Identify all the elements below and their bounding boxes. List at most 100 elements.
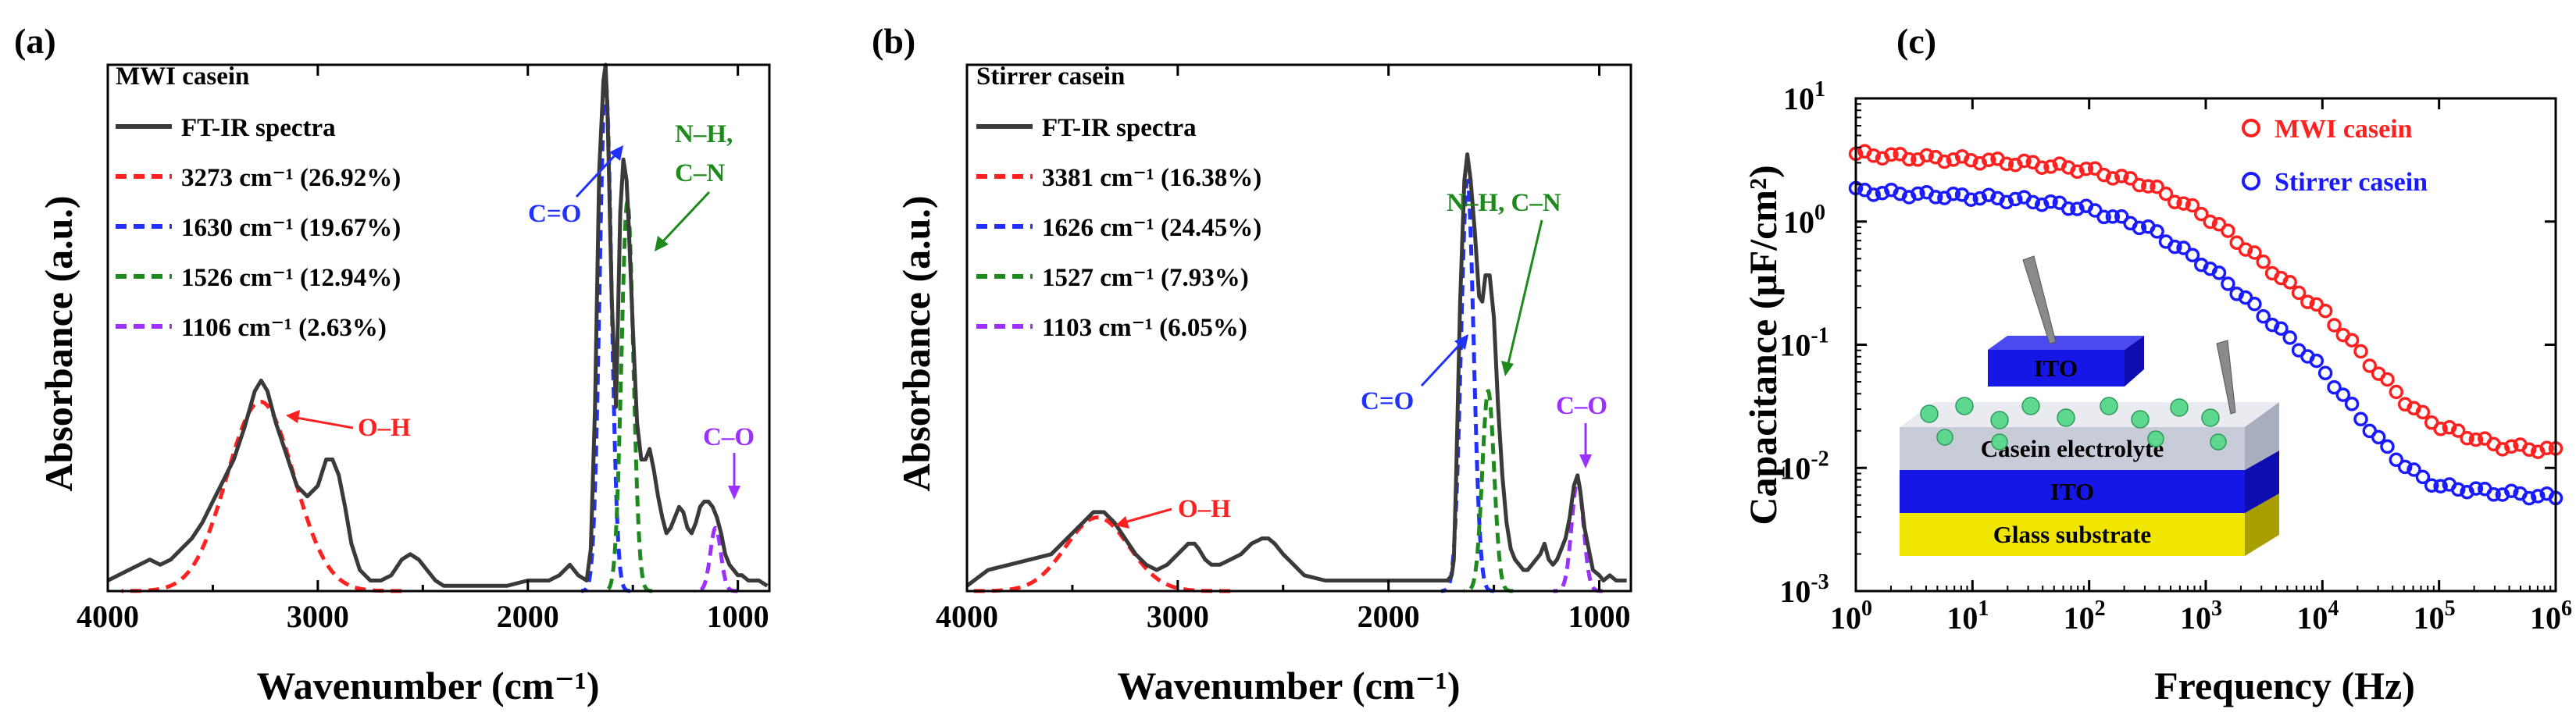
annot-a-nh-arrowhead [655, 236, 669, 251]
annot-a-oh-arrowhead [286, 410, 300, 423]
marker-stirrer [2335, 387, 2351, 402]
panel-b-title: Stirrer casein [976, 62, 1125, 91]
panel-a-spectrum-line [106, 62, 769, 588]
marker-mwi [2096, 167, 2111, 183]
annot-b-nh-arrowhead [1501, 361, 1514, 376]
legend-b-text-2: 1626 cm⁻¹ (24.45%) [1042, 214, 1261, 242]
panel-c-plot-area: 100 101 102 103 104 105 106 10-3 10-2 10-1 100 101 [1779, 77, 2572, 636]
legend-b-text-4: 1103 cm⁻¹ (6.05%) [1042, 314, 1247, 342]
electrolyte-side [2245, 402, 2279, 470]
marker-stirrer [2317, 365, 2333, 381]
particle [2100, 397, 2118, 415]
panel-a-xtick-label: 1000 [707, 599, 769, 634]
panel-b-frame [965, 63, 1632, 593]
annot-b-nh-arrow [1506, 219, 1543, 368]
marker-stirrer [2531, 489, 2546, 504]
legend-b-text-1: 3381 cm⁻¹ (16.38%) [1042, 164, 1261, 192]
annot-a-co: C=O [528, 200, 581, 228]
marker-mwi [1937, 154, 1952, 169]
annot-a-co-arrow [575, 151, 619, 198]
legend-a-text-3: 1526 cm⁻¹ (12.94%) [181, 264, 401, 292]
panel-c-xlabel: Frequency (Hz) [2154, 664, 2415, 707]
panel-c-ytick-label: 10-2 [1779, 447, 1829, 486]
marker-stirrer [2353, 411, 2368, 427]
panel-b-xtick-label: 1000 [1568, 599, 1631, 634]
top-ito-top [1988, 336, 2144, 350]
marker-mwi [1866, 148, 1881, 163]
marker-mwi [2291, 285, 2307, 301]
marker-mwi [2282, 275, 2297, 290]
marker-mwi [2450, 423, 2466, 438]
marker-stirrer [2407, 462, 2421, 477]
marker-stirrer [2070, 201, 2085, 216]
marker-stirrer [2274, 321, 2289, 336]
panel-b-deconv-peak-2 [1441, 178, 1494, 593]
panel-b-annotations: O–H C=O N–H, C–N C–O [1115, 189, 1607, 529]
marker-mwi [2185, 198, 2200, 213]
panel-b-ylabel: Absorbance (a.u.) [894, 195, 938, 491]
annot-a-nh: N–H, [675, 120, 733, 148]
panel-a-deconv-peak-4 [694, 525, 738, 593]
legend-b-text-3: 1527 cm⁻¹ (7.93%) [1042, 264, 1249, 292]
panel-a-xtick-label: 4000 [77, 599, 139, 634]
marker-stirrer [2389, 452, 2404, 468]
marker-stirrer [2397, 459, 2413, 475]
panel-a-ylabel: Absorbance (a.u.) [37, 195, 80, 491]
particle [2170, 398, 2189, 417]
marker-mwi [2238, 242, 2253, 257]
marker-mwi [2344, 333, 2360, 347]
panel-c-xtick-label: 106 [2530, 597, 2572, 636]
marker-mwi [2327, 318, 2342, 333]
bottom-ito-side [2245, 451, 2279, 513]
panel-a-legend: FT-IR spectra 3273 cm⁻¹ (26.92%) 1630 cm… [116, 114, 401, 342]
marker-stirrer [2132, 220, 2147, 236]
annot-a-oh-arrow [291, 415, 354, 429]
marker-mwi [2221, 223, 2235, 238]
marker-mwi [2141, 179, 2156, 194]
marker-mwi [2132, 177, 2147, 193]
annot-b-co: C=O [1361, 387, 1414, 415]
device-inset: Glass substrate ITO Casein electrolyte [1900, 255, 2279, 556]
annot-b-co-arrow [1420, 340, 1464, 387]
panel-a-deconv-peak-2 [580, 77, 630, 593]
marker-mwi [2034, 160, 2050, 175]
top-ito-label: ITO [2034, 354, 2078, 382]
panel-b-plot-area: 4000 3000 2000 1000 [936, 63, 1632, 634]
marker-mwi [2415, 404, 2431, 420]
annot-a-nh-arrow [659, 191, 711, 245]
marker-stirrer [1911, 186, 1925, 201]
marker-stirrer [2185, 248, 2200, 262]
marker-stirrer [2424, 478, 2439, 493]
marker-mwi [2389, 384, 2404, 400]
panel-a-deconv-peak-3 [603, 198, 652, 593]
panel-c-xtick-label: 101 [1946, 597, 1989, 636]
marker-mwi [2229, 235, 2244, 251]
marker-mwi [2194, 206, 2209, 222]
panel-b: (b) Stirrer casein Absorbance (a.u.) Wav… [872, 21, 1632, 707]
particle [2210, 433, 2227, 451]
annot-a-cn: C–N [675, 159, 725, 187]
panel-c-ytick-label: 100 [1783, 201, 1825, 240]
legend-c-marker-mwi [2242, 119, 2260, 137]
panel-a-xlabel: Wavenumber (cm⁻¹) [256, 664, 599, 707]
marker-stirrer [1964, 192, 1978, 207]
glass-substrate-front [1900, 513, 2245, 556]
panel-c-ytick-label: 10-1 [1779, 324, 1829, 363]
bottom-ito-label: ITO [2050, 478, 2094, 505]
marker-mwi [1919, 148, 1934, 163]
marker-stirrer [2087, 203, 2103, 218]
particle [2147, 430, 2164, 447]
marker-stirrer [2468, 481, 2484, 496]
marker-mwi [2353, 344, 2368, 359]
panel-c-ytick-label: 101 [1783, 77, 1825, 116]
annot-b-nh-cn: N–H, C–N [1447, 189, 1561, 217]
legend-c-marker-stirrer [2242, 172, 2260, 191]
annot-a-c-o: C–O [703, 423, 755, 451]
marker-stirrer [2433, 479, 2448, 493]
particle [2021, 397, 2040, 415]
marker-mwi [1964, 152, 1978, 168]
panel-a-title: MWI casein [116, 62, 249, 91]
panel-c: (c) Capacitance (μF/cm²) Frequency (Hz) … [1741, 21, 2572, 707]
particle [1991, 433, 2008, 451]
